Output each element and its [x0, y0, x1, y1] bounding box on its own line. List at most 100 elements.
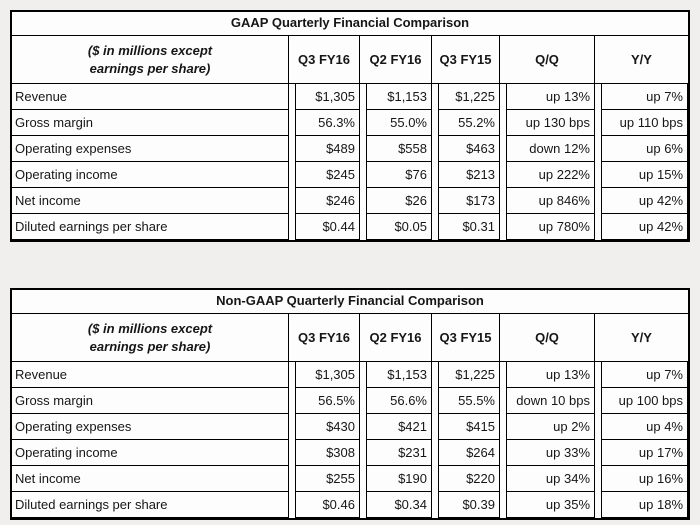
cell-value: $190	[366, 465, 432, 492]
value-cell-wrap: 55.5%	[432, 387, 500, 414]
column-header: Y/Y	[631, 51, 652, 67]
cell-value: $421	[366, 413, 432, 440]
row-label: Diluted earnings per share	[12, 213, 289, 240]
value-cell-wrap: down 12%	[500, 135, 595, 162]
non-gaap-comparison-table: Non-GAAP Quarterly Financial Comparison(…	[10, 288, 690, 520]
cell-value: up 18%	[601, 491, 688, 518]
cell-value: up 100 bps	[601, 387, 688, 414]
table-row: Net income $246 $26 $173 up 846% up 42%	[12, 187, 688, 214]
table-row: Revenue $1,305 $1,153 $1,225 up 13% up 7%	[12, 83, 688, 110]
cell-value: up 34%	[506, 465, 595, 492]
cell-value: $255	[295, 465, 360, 492]
cell-value: $245	[295, 161, 360, 188]
table-row: Net income $255 $190 $220 up 34% up 16%	[12, 465, 688, 492]
row-label: Diluted earnings per share	[12, 491, 289, 518]
cell-value: 55.2%	[438, 109, 500, 136]
value-cell-wrap: $264	[432, 439, 500, 466]
cell-value: $430	[295, 413, 360, 440]
cell-value: $489	[295, 135, 360, 162]
row-label: Net income	[12, 187, 289, 214]
value-cell-wrap: $421	[360, 413, 432, 440]
table-row: Operating expenses $489 $558 $463 down 12% up…	[12, 135, 688, 162]
corner-label: ($ in millions except earnings per share)	[12, 36, 289, 83]
column-header: Y/Y	[631, 329, 652, 345]
cell-value: $246	[295, 187, 360, 214]
value-cell-wrap: up 35%	[500, 491, 595, 518]
column-header: Q3 FY16	[289, 314, 360, 361]
value-cell-wrap: $190	[360, 465, 432, 492]
value-cell-wrap: $0.39	[432, 491, 500, 518]
row-label: Revenue	[12, 83, 289, 110]
column-header: Q3 FY15	[432, 314, 500, 361]
cell-value: up 15%	[601, 161, 688, 188]
value-cell-wrap: up 110 bps	[595, 109, 688, 136]
cell-value: up 846%	[506, 187, 595, 214]
value-cell-wrap: up 222%	[500, 161, 595, 188]
cell-value: 56.5%	[295, 387, 360, 414]
column-header: Q/Q	[500, 36, 595, 83]
value-cell-wrap: $463	[432, 135, 500, 162]
cell-value: $76	[366, 161, 432, 188]
cell-value: down 12%	[506, 135, 595, 162]
cell-value: 55.5%	[438, 387, 500, 414]
table-row: Operating income $308 $231 $264 up 33% up 17%	[12, 439, 688, 466]
cell-value: $1,305	[295, 361, 360, 388]
value-cell-wrap: $558	[360, 135, 432, 162]
value-cell-wrap: up 130 bps	[500, 109, 595, 136]
value-cell-wrap: up 33%	[500, 439, 595, 466]
corner-label-line: earnings per share)	[89, 338, 211, 354]
cell-value: up 33%	[506, 439, 595, 466]
cell-value: $0.46	[295, 491, 360, 518]
row-label: Operating expenses	[12, 413, 289, 440]
row-label: Net income	[12, 465, 289, 492]
row-label: Gross margin	[12, 109, 289, 136]
value-cell-wrap: $1,153	[360, 361, 432, 388]
value-cell-wrap: 55.2%	[432, 109, 500, 136]
cell-value: up 13%	[506, 83, 595, 110]
header-row: ($ in millions except earnings per share)…	[12, 36, 688, 84]
corner-label-line: earnings per share)	[89, 60, 211, 76]
value-cell-wrap: $1,225	[432, 83, 500, 110]
value-cell-wrap: 56.3%	[289, 109, 360, 136]
value-cell-wrap: $245	[289, 161, 360, 188]
value-cell-wrap: up 7%	[595, 83, 688, 110]
column-header: Q3 FY16	[289, 36, 360, 83]
table-row: Gross margin 56.5% 56.6% 55.5% down 10 bps up…	[12, 387, 688, 414]
cell-value: $415	[438, 413, 500, 440]
cell-value: up 16%	[601, 465, 688, 492]
value-cell-wrap: $308	[289, 439, 360, 466]
cell-value: $264	[438, 439, 500, 466]
cell-value: $1,153	[366, 361, 432, 388]
cell-value: up 7%	[601, 361, 688, 388]
row-label: Operating income	[12, 161, 289, 188]
value-cell-wrap: $255	[289, 465, 360, 492]
row-label: Operating expenses	[12, 135, 289, 162]
value-cell-wrap: up 42%	[595, 187, 688, 214]
column-header: Q/Q	[500, 314, 595, 361]
value-cell-wrap: $1,305	[289, 83, 360, 110]
column-header: Q2 FY16	[360, 36, 432, 83]
value-cell-wrap: $0.34	[360, 491, 432, 518]
table-title: Non-GAAP Quarterly Financial Comparison	[12, 290, 688, 314]
value-cell-wrap: up 2%	[500, 413, 595, 440]
column-header: Q2 FY16	[360, 314, 432, 361]
value-cell-wrap: up 13%	[500, 83, 595, 110]
value-cell-wrap: $1,153	[360, 83, 432, 110]
value-cell-wrap: up 846%	[500, 187, 595, 214]
value-cell-wrap: $0.05	[360, 213, 432, 240]
column-header: Q3 FY15	[432, 36, 500, 83]
cell-value: up 6%	[601, 135, 688, 162]
value-cell-wrap: up 7%	[595, 361, 688, 388]
value-cell-wrap: $220	[432, 465, 500, 492]
cell-value: $213	[438, 161, 500, 188]
value-cell-wrap: $213	[432, 161, 500, 188]
value-cell-wrap: up 15%	[595, 161, 688, 188]
value-cell-wrap: up 780%	[500, 213, 595, 240]
value-cell-wrap: $26	[360, 187, 432, 214]
value-cell-wrap: $173	[432, 187, 500, 214]
cell-value: $308	[295, 439, 360, 466]
cell-value: $0.44	[295, 213, 360, 240]
value-cell-wrap: $0.31	[432, 213, 500, 240]
cell-value: $0.39	[438, 491, 500, 518]
cell-value: up 35%	[506, 491, 595, 518]
